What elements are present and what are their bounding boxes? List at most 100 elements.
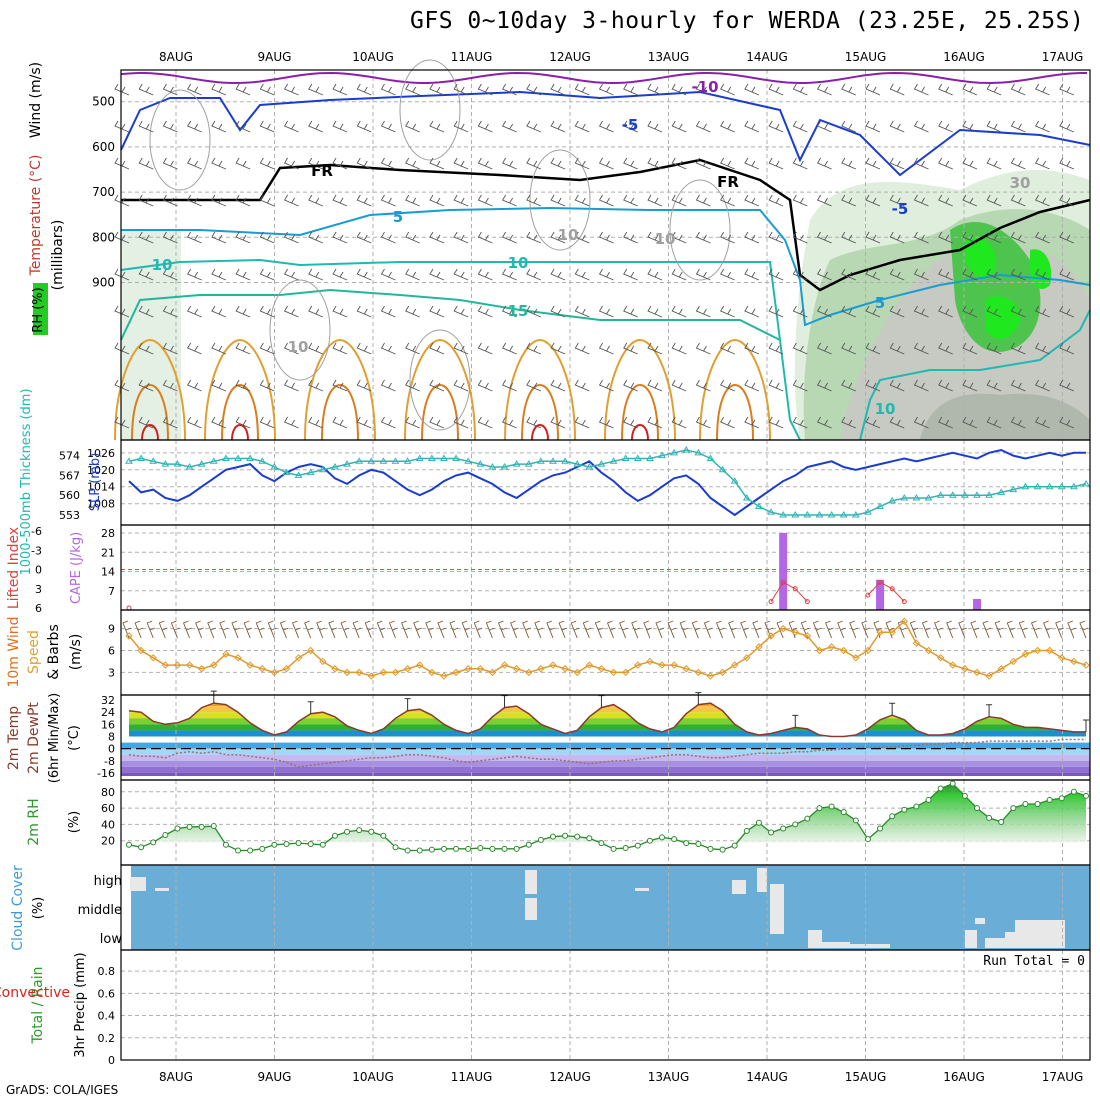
wind-barb: [114, 120, 130, 133]
wind-speed-marker: [246, 661, 254, 669]
surface-wind-barb: [328, 620, 338, 639]
surface-wind-barb: [1043, 620, 1052, 639]
thickness-marker: [209, 457, 218, 464]
rh-tick-label: 40: [101, 818, 115, 831]
thickness-marker: [306, 468, 315, 476]
temp-minmax-tick: [792, 714, 799, 728]
surface-wind-barb: [413, 620, 422, 639]
wind-barb: [162, 416, 178, 429]
wind-barb: [962, 83, 978, 96]
wind-barb: [283, 416, 299, 429]
thickness-marker: [573, 460, 582, 467]
wind-barb: [114, 157, 130, 170]
temperature-contour: [859, 309, 1091, 441]
wind-barb: [477, 305, 493, 318]
wind-barb: [841, 379, 857, 392]
wind-barb: [938, 268, 953, 281]
wind-barb: [938, 231, 953, 244]
wind-barb: [671, 194, 687, 207]
wind-barb: [816, 268, 832, 281]
top-date-label: 8AUG: [159, 50, 193, 64]
temperature-contour: [521, 383, 559, 441]
surface-wind-barb: [437, 620, 447, 639]
wind-barb: [598, 83, 614, 96]
wind-barb: [865, 305, 881, 318]
wind-barb: [114, 416, 130, 429]
wind-barb: [429, 83, 445, 96]
wind-speed-marker: [161, 661, 170, 669]
wind-barb: [526, 231, 542, 244]
wind-barb: [259, 83, 275, 96]
thickness-marker: [960, 491, 969, 498]
rh-point: [659, 834, 666, 841]
wind-barb: [308, 194, 324, 207]
rh-point: [138, 844, 145, 851]
wind-speed-marker: [912, 639, 921, 647]
temperature-contour: [204, 338, 276, 441]
temp-minmax-tick: [1083, 719, 1089, 732]
wind-panel: [120, 609, 1091, 696]
surface-wind-barb: [570, 620, 580, 639]
wind-barb: [841, 416, 857, 429]
surface-wind-barb: [934, 620, 943, 639]
thickness-marker: [948, 491, 957, 498]
wind-speed-marker: [525, 668, 533, 677]
rh-point: [1022, 801, 1029, 808]
rh-point: [440, 845, 447, 852]
wind-barb: [283, 157, 299, 170]
top-date-label: 13AUG: [648, 50, 690, 64]
wind-speed-marker: [294, 654, 303, 662]
temperature-contour: [121, 206, 1091, 327]
wind-speed-marker: [379, 668, 388, 677]
wind-barb: [744, 231, 760, 244]
rh-shade: [920, 393, 1090, 440]
ylabel-convective: Convective: [0, 985, 70, 1001]
lifted-index-point: [901, 599, 907, 605]
wind-barb: [283, 379, 299, 392]
cape-bar: [972, 599, 981, 610]
lifted-index-point: [865, 592, 871, 598]
wind-barb: [332, 83, 348, 96]
wind-barb: [308, 231, 324, 244]
wind-barb: [574, 157, 590, 170]
wind-barb: [501, 268, 517, 281]
wind-barb: [162, 268, 178, 281]
wind-barb: [501, 194, 517, 207]
thickness-marker: [851, 511, 860, 518]
temperature-fill: [129, 706, 1086, 713]
wind-barb: [477, 83, 493, 96]
wind-speed-marker: [852, 654, 860, 662]
surface-wind-barb: [594, 620, 604, 639]
thickness-marker: [355, 457, 364, 464]
wind-barb: [938, 416, 953, 429]
wind-barb: [235, 231, 251, 244]
wind-barb: [792, 83, 808, 96]
surface-wind-barb: [994, 620, 1004, 639]
rh-point: [549, 833, 556, 840]
wind-barb: [865, 416, 881, 429]
wind-barb: [501, 379, 517, 392]
rh-shade: [985, 296, 1020, 339]
wind-barb: [913, 342, 929, 355]
rh-point: [453, 845, 460, 852]
wind-barb: [574, 305, 590, 318]
wind-barb: [308, 268, 324, 281]
surface-wind-barb: [1067, 620, 1077, 639]
temperature-contour: [621, 383, 659, 441]
wind-speed-marker: [476, 665, 485, 673]
temperature-fill: [129, 712, 1086, 719]
ylabel-2m-temp: 2m Temp: [6, 706, 22, 770]
wind-barb: [865, 120, 881, 133]
wind-barb: [1059, 305, 1075, 318]
surface-wind-barb: [812, 620, 822, 639]
rh-point: [271, 841, 278, 848]
rh-point: [356, 827, 363, 834]
thickness-marker: [258, 457, 267, 464]
cloud-cell: [850, 944, 890, 948]
top-date-label: 11AUG: [451, 50, 493, 64]
wind-barb: [671, 379, 687, 392]
wind-speed-marker: [440, 672, 448, 680]
surface-wind-barb: [619, 620, 628, 639]
wind-barb: [356, 231, 372, 244]
wind-barb: [1010, 231, 1026, 244]
